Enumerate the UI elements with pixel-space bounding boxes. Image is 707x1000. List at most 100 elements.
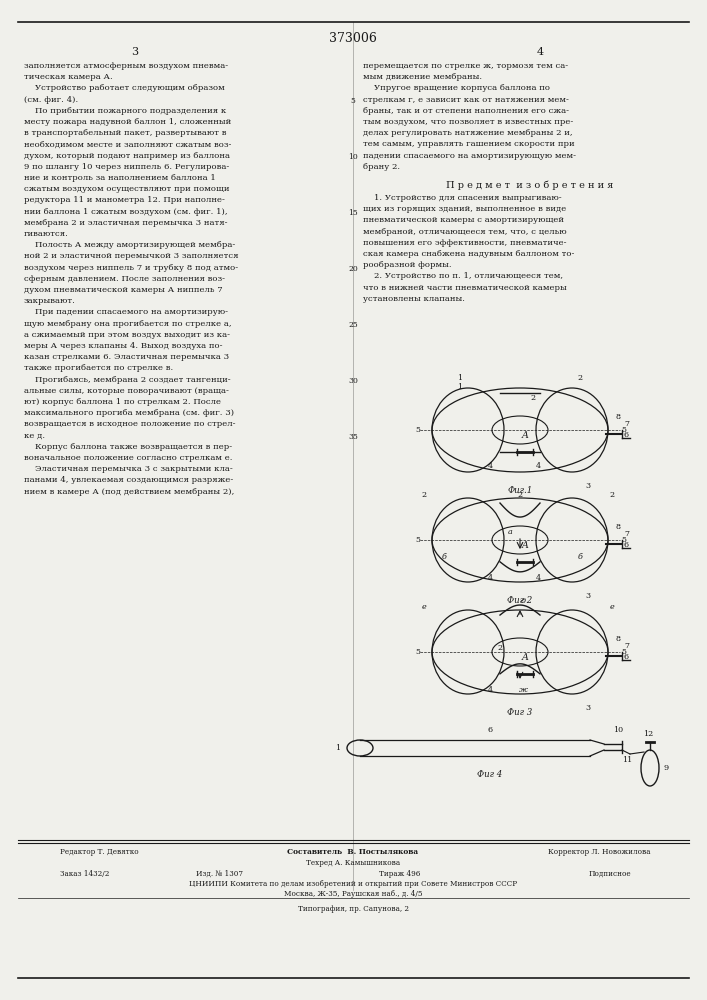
Text: 4: 4 (535, 574, 541, 582)
Text: При падении спасаемого на амортизирую-: При падении спасаемого на амортизирую- (24, 308, 228, 316)
Text: 1: 1 (457, 383, 462, 391)
Text: сжатым воздухом осуществляют при помощи: сжатым воздухом осуществляют при помощи (24, 185, 230, 193)
Text: 9: 9 (664, 764, 669, 772)
Text: 6: 6 (487, 726, 493, 734)
Text: (см. фиг. 4).: (см. фиг. 4). (24, 96, 78, 104)
Text: воначальное положение согласно стрелкам е.: воначальное положение согласно стрелкам … (24, 454, 233, 462)
Text: A: A (522, 432, 528, 440)
Text: в транспортабельный пакет, развертывают в: в транспортабельный пакет, развертывают … (24, 129, 226, 137)
Text: ние и контроль за наполнением баллона 1: ние и контроль за наполнением баллона 1 (24, 174, 216, 182)
Text: закрывают.: закрывают. (24, 297, 76, 305)
Text: сферным давлением. После заполнения воз-: сферным давлением. После заполнения воз- (24, 275, 225, 283)
Text: щую мембрану она прогибается по стрелке а,: щую мембрану она прогибается по стрелке … (24, 320, 232, 328)
Text: е: е (609, 603, 614, 611)
Text: 7: 7 (624, 420, 629, 428)
Text: 2: 2 (530, 394, 535, 402)
Text: 25: 25 (348, 321, 358, 329)
Text: редуктора 11 и манометра 12. При наполне-: редуктора 11 и манометра 12. При наполне… (24, 196, 225, 204)
Text: 3: 3 (585, 704, 590, 712)
Text: 1. Устройство для спасения выпрыгиваю-: 1. Устройство для спасения выпрыгиваю- (363, 194, 561, 202)
Text: мым движение мембраны.: мым движение мембраны. (363, 73, 482, 81)
Text: A: A (522, 542, 528, 550)
Text: рообразной формы.: рообразной формы. (363, 261, 452, 269)
Text: а сжимаемый при этом воздух выходит из ка-: а сжимаемый при этом воздух выходит из к… (24, 331, 230, 339)
Text: духом, который подают например из баллона: духом, который подают например из баллон… (24, 152, 230, 160)
Text: д: д (520, 597, 525, 605)
Text: альные силы, которые поворачивают (враща-: альные силы, которые поворачивают (враща… (24, 387, 229, 395)
Text: 5: 5 (416, 648, 421, 656)
Text: 20: 20 (348, 265, 358, 273)
Text: 35: 35 (348, 433, 358, 441)
Text: 4: 4 (537, 47, 544, 57)
Text: 9 по шлангу 10 через ниппель 6. Регулирова-: 9 по шлангу 10 через ниппель 6. Регулиро… (24, 163, 229, 171)
Text: ж: ж (518, 686, 527, 694)
Text: Корпус баллона также возвращается в пер-: Корпус баллона также возвращается в пер- (24, 443, 232, 451)
Text: Составитель  В. Постылякова: Составитель В. Постылякова (288, 848, 419, 856)
Text: По прибытии пожарного подразделения к: По прибытии пожарного подразделения к (24, 107, 226, 115)
Text: щих из горящих зданий, выполненное в виде: щих из горящих зданий, выполненное в вид… (363, 205, 566, 213)
Text: казан стрелками 6. Эластичная перемычка 3: казан стрелками 6. Эластичная перемычка … (24, 353, 229, 361)
Text: делах регулировать натяжение мембраны 2 и,: делах регулировать натяжение мембраны 2 … (363, 129, 573, 137)
Text: 5: 5 (621, 648, 626, 656)
Text: падении спасаемого на амортизирующую мем-: падении спасаемого на амортизирующую мем… (363, 152, 576, 160)
Text: 5: 5 (416, 426, 421, 434)
Text: A: A (522, 654, 528, 662)
Text: брану 2.: брану 2. (363, 163, 400, 171)
Text: Фиг 2: Фиг 2 (508, 596, 532, 605)
Text: 373006: 373006 (329, 32, 377, 45)
Text: Упругое вращение корпуса баллона по: Упругое вращение корпуса баллона по (363, 84, 550, 92)
Text: 3: 3 (585, 482, 590, 490)
Text: необходимом месте и заполняют сжатым воз-: необходимом месте и заполняют сжатым воз… (24, 140, 231, 148)
Text: нием в камере А (под действием мембраны 2),: нием в камере А (под действием мембраны … (24, 488, 235, 496)
Text: Полость А между амортизирующей мембра-: Полость А между амортизирующей мембра- (24, 241, 235, 249)
Text: ская камера снабжена надувным баллоном то-: ская камера снабжена надувным баллоном т… (363, 250, 574, 258)
Text: 7: 7 (624, 642, 629, 650)
Text: 1: 1 (335, 744, 340, 752)
Text: мембрана 2 и эластичная перемычка 3 натя-: мембрана 2 и эластичная перемычка 3 натя… (24, 219, 228, 227)
Text: 2: 2 (518, 491, 522, 499)
Text: 8: 8 (616, 523, 621, 531)
Text: 2: 2 (609, 491, 614, 499)
Text: браны, так и от степени наполнения его сжа-: браны, так и от степени наполнения его с… (363, 107, 569, 115)
Text: 3: 3 (132, 47, 139, 57)
Text: 4: 4 (487, 574, 493, 582)
Text: Фиг 4: Фиг 4 (477, 770, 503, 779)
Text: духом пневматической камеры А ниппель 7: духом пневматической камеры А ниппель 7 (24, 286, 223, 294)
Text: 2. Устройство по п. 1, отличающееся тем,: 2. Устройство по п. 1, отличающееся тем, (363, 272, 563, 280)
Text: Заказ 1432/2: Заказ 1432/2 (60, 870, 110, 878)
Text: Тираж 496: Тираж 496 (380, 870, 421, 878)
Text: тем самым, управлять гашением скорости при: тем самым, управлять гашением скорости п… (363, 140, 575, 148)
Text: Эластичная перемычка 3 с закрытыми кла-: Эластичная перемычка 3 с закрытыми кла- (24, 465, 233, 473)
Text: 11: 11 (622, 756, 632, 764)
Text: мембраной, отличающееся тем, что, с целью: мембраной, отличающееся тем, что, с цель… (363, 228, 566, 236)
Text: 7: 7 (624, 530, 629, 538)
Text: тическая камера А.: тическая камера А. (24, 73, 112, 81)
Text: ЦНИИПИ Комитета по делам изобретений и открытий при Совете Министров СССР: ЦНИИПИ Комитета по делам изобретений и о… (189, 880, 517, 888)
Text: ной 2 и эластичной перемычкой 3 заполняется: ной 2 и эластичной перемычкой 3 заполняе… (24, 252, 238, 260)
Text: 30: 30 (348, 377, 358, 385)
Text: 10: 10 (613, 726, 623, 734)
Text: гиваются.: гиваются. (24, 230, 69, 238)
Text: 4: 4 (487, 686, 493, 694)
Text: Москва, Ж-35, Раушская наб., д. 4/5: Москва, Ж-35, Раушская наб., д. 4/5 (284, 890, 422, 898)
Text: ют) корпус баллона 1 по стрелкам 2. После: ют) корпус баллона 1 по стрелкам 2. Посл… (24, 398, 221, 406)
Text: б: б (578, 553, 583, 561)
Text: 3: 3 (585, 592, 590, 600)
Text: 8: 8 (616, 635, 621, 643)
Text: б: б (441, 553, 446, 561)
Text: 4: 4 (487, 462, 493, 470)
Text: 5: 5 (621, 426, 626, 434)
Text: Корректор Л. Новожилова: Корректор Л. Новожилова (547, 848, 650, 856)
Text: что в нижней части пневматической камеры: что в нижней части пневматической камеры (363, 284, 567, 292)
Text: тым воздухом, что позволяет в известных пре-: тым воздухом, что позволяет в известных … (363, 118, 573, 126)
Text: Техред А. Камышникова: Техред А. Камышникова (306, 859, 400, 867)
Text: установлены клапаны.: установлены клапаны. (363, 295, 465, 303)
Text: стрелкам г, е зависит как от натяжения мем-: стрелкам г, е зависит как от натяжения м… (363, 96, 569, 104)
Text: пневматической камеры с амортизирующей: пневматической камеры с амортизирующей (363, 216, 564, 224)
Text: заполняется атмосферным воздухом пневма-: заполняется атмосферным воздухом пневма- (24, 62, 228, 70)
Text: меры А через клапаны 4. Выход воздуха по-: меры А через клапаны 4. Выход воздуха по… (24, 342, 223, 350)
Text: Типография, пр. Сапунова, 2: Типография, пр. Сапунова, 2 (298, 905, 409, 913)
Text: а: а (508, 528, 513, 536)
Text: панами 4, увлекаемая создающимся разряже-: панами 4, увлекаемая создающимся разряже… (24, 476, 233, 484)
Text: 2: 2 (498, 644, 503, 652)
